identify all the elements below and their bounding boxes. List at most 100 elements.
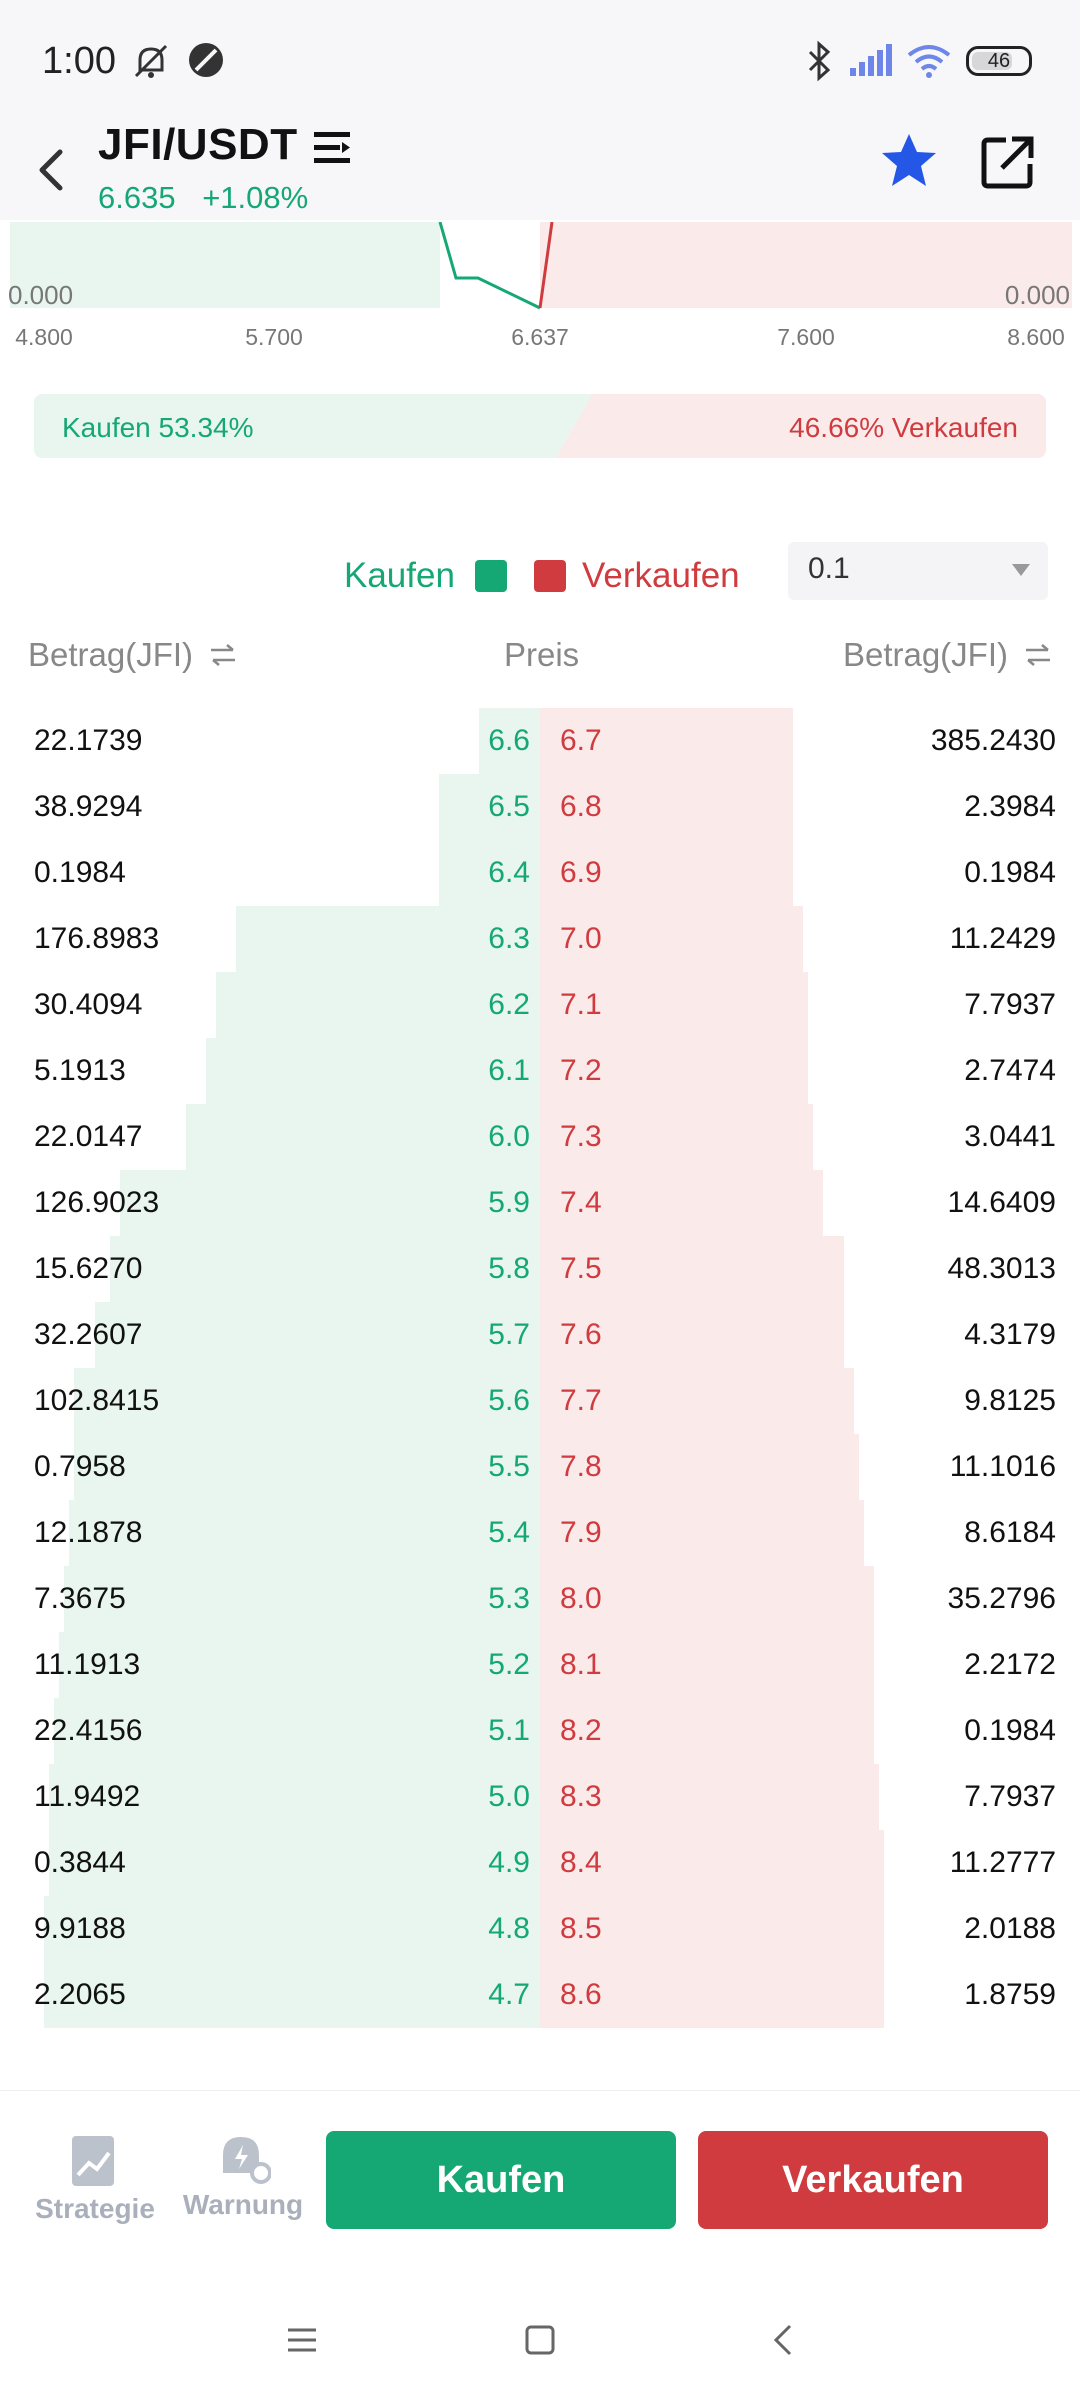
bid-amt: 38.9294 [34, 790, 143, 823]
bid-depth-bar [479, 708, 540, 774]
bid-amt: 15.6270 [34, 1252, 143, 1285]
back-icon[interactable] [764, 2320, 804, 2360]
order-book-row[interactable]: 12.1878 5.4 7.9 8.6184 [0, 1500, 1080, 1566]
legend-sell-label: Verkaufen [582, 556, 740, 595]
legend-sell[interactable]: Verkaufen [534, 556, 740, 596]
col-head-price-label: Preis [504, 636, 580, 673]
bid-price: 6.6 [488, 724, 530, 757]
alert-tab[interactable]: Warnung [178, 2133, 308, 2221]
ask-price: 7.9 [560, 1516, 602, 1549]
strategy-tab[interactable]: Strategie [30, 2133, 160, 2225]
ratio-sell-segment [556, 394, 1046, 458]
bid-depth-bar [49, 1764, 540, 1830]
ask-depth-bar [540, 1302, 844, 1368]
order-book-row[interactable]: 15.6270 5.8 7.5 48.3013 [0, 1236, 1080, 1302]
order-book-row[interactable]: 30.4094 6.2 7.1 7.7937 [0, 972, 1080, 1038]
bid-depth-bar [49, 1830, 540, 1896]
bottom-toolbar: Strategie Warnung Kaufen Verkaufen [0, 2090, 1080, 2270]
order-book-row[interactable]: 5.1913 6.1 7.2 2.7474 [0, 1038, 1080, 1104]
share-icon[interactable] [980, 134, 1036, 190]
legend-sell-swatch [534, 560, 566, 592]
ask-amt: 48.3013 [947, 1252, 1056, 1285]
x-tick: 7.600 [777, 324, 835, 350]
bid-amt: 176.8983 [34, 922, 160, 955]
bid-depth-bar [95, 1302, 540, 1368]
bid-depth-bar [44, 1896, 540, 1962]
bid-depth-bar [236, 906, 540, 972]
order-book-row[interactable]: 0.1984 6.4 6.9 0.1984 [0, 840, 1080, 906]
ask-price: 8.1 [560, 1648, 602, 1681]
ask-price: 7.1 [560, 988, 602, 1021]
bid-price: 6.1 [488, 1054, 530, 1087]
order-book-row[interactable]: 2.2065 4.7 8.6 1.8759 [0, 1962, 1080, 2028]
ask-depth-bar [540, 1566, 874, 1632]
order-book-row[interactable]: 11.1913 5.2 8.1 2.2172 [0, 1632, 1080, 1698]
ratio-buy-label: Kaufen 53.34% [62, 412, 254, 443]
favorite-star-icon[interactable] [878, 130, 940, 192]
swap-icon [1026, 644, 1050, 666]
ask-amt: 7.7937 [964, 1780, 1056, 1813]
chevron-down-icon [1012, 564, 1030, 576]
ratio-sell-label: 46.66% Verkaufen [789, 412, 1018, 443]
bid-price: 4.7 [488, 1978, 530, 2011]
precision-select[interactable]: 0.1 [788, 542, 1048, 600]
order-book-row[interactable]: 0.3844 4.9 8.4 11.2777 [0, 1830, 1080, 1896]
pair-header: JFI/USDT 6.635 +1.08% [0, 120, 1080, 220]
buy-sell-ratio-bar: Kaufen 53.34% 46.66% Verkaufen [34, 394, 1046, 458]
ask-depth-bar [540, 972, 808, 1038]
battery-level: 46 [987, 50, 1011, 72]
order-book-row[interactable]: 11.9492 5.0 8.3 7.7937 [0, 1764, 1080, 1830]
col-head-left-amount[interactable]: Betrag(JFI) [28, 636, 237, 674]
order-book-row[interactable]: 32.2607 5.7 7.6 4.3179 [0, 1302, 1080, 1368]
bid-depth-bar [206, 1038, 540, 1104]
ratio-buy-segment [34, 394, 592, 458]
ask-depth-line [538, 222, 554, 309]
pair-title[interactable]: JFI/USDT [98, 120, 298, 169]
bid-depth-bar [216, 972, 540, 1038]
bid-amt: 22.4156 [34, 1714, 143, 1747]
status-right-icons: 46 [804, 40, 1032, 82]
order-book-row[interactable]: 7.3675 5.3 8.0 35.2796 [0, 1566, 1080, 1632]
order-book-row[interactable]: 22.1739 6.6 6.7 385.2430 [0, 708, 1080, 774]
ask-amt: 2.0188 [964, 1912, 1056, 1945]
buy-button[interactable]: Kaufen [326, 2131, 676, 2229]
ask-price: 7.4 [560, 1186, 602, 1219]
ask-depth-bar [540, 1170, 823, 1236]
bid-price: 6.4 [488, 856, 530, 889]
depth-chart: 0.000 0.000 4.800 5.700 6.637 7.600 8.60… [0, 222, 1080, 362]
bid-amt: 7.3675 [34, 1582, 126, 1615]
bid-price: 6.0 [488, 1120, 530, 1153]
bid-amt: 0.3844 [34, 1846, 126, 1879]
order-book-row[interactable]: 22.4156 5.1 8.2 0.1984 [0, 1698, 1080, 1764]
ask-depth-bar [540, 1764, 879, 1830]
legend-buy[interactable]: Kaufen [344, 556, 507, 596]
order-book-row[interactable]: 126.9023 5.9 7.4 14.6409 [0, 1170, 1080, 1236]
menu-icon[interactable] [282, 2320, 322, 2360]
ask-amt: 0.1984 [964, 1714, 1056, 1747]
swap-icon [211, 644, 236, 666]
ask-amt: 2.7474 [964, 1054, 1056, 1087]
home-icon[interactable] [520, 2320, 560, 2360]
order-book-row[interactable]: 102.8415 5.6 7.7 9.8125 [0, 1368, 1080, 1434]
back-arrow-icon[interactable] [30, 140, 74, 200]
order-book-row[interactable]: 9.9188 4.8 8.5 2.0188 [0, 1896, 1080, 1962]
order-book-row[interactable]: 38.9294 6.5 6.8 2.3984 [0, 774, 1080, 840]
bid-price: 5.8 [488, 1252, 530, 1285]
pair-menu-icon[interactable] [312, 128, 352, 168]
col-head-left-amount-label: Betrag(JFI) [28, 636, 194, 673]
bid-depth-bar [64, 1566, 540, 1632]
order-book-row[interactable]: 22.0147 6.0 7.3 3.0441 [0, 1104, 1080, 1170]
bid-depth-bar [54, 1698, 540, 1764]
col-head-right-amount[interactable]: Betrag(JFI) [843, 636, 1052, 674]
ask-depth-bar [540, 906, 803, 972]
order-book-row[interactable]: 176.8983 6.3 7.0 11.2429 [0, 906, 1080, 972]
signal-icon [850, 44, 892, 76]
ask-price: 6.8 [560, 790, 602, 823]
bid-amt: 9.9188 [34, 1912, 126, 1945]
bid-depth-bar [59, 1632, 540, 1698]
ask-amt: 35.2796 [947, 1582, 1056, 1615]
sell-button[interactable]: Verkaufen [698, 2131, 1048, 2229]
bid-depth-bar [74, 1368, 540, 1434]
order-book-row[interactable]: 0.7958 5.5 7.8 11.1016 [0, 1434, 1080, 1500]
bid-price: 5.9 [488, 1186, 530, 1219]
